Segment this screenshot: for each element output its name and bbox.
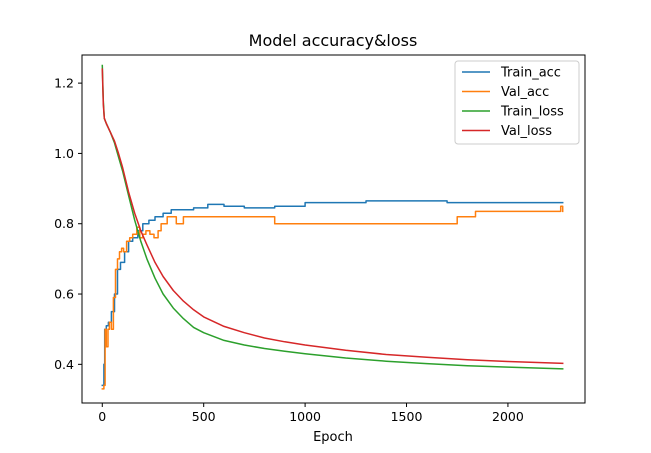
series-line-val-loss [101, 68, 564, 365]
x-tick-label: 2000 [492, 409, 524, 424]
x-tick-label: 1500 [391, 409, 423, 424]
series-line-val-acc [101, 205, 564, 390]
legend: Train_acc Val_acc Train_loss Val_loss [454, 60, 580, 145]
plot-area: 0 500 1000 1500 2000 0.4 0.6 0.8 1.0 1.2 [54, 54, 586, 424]
y-tick-label: 1.0 [54, 146, 74, 161]
y-tick-label: 0.6 [54, 287, 74, 302]
x-tick-label: 1000 [289, 409, 321, 424]
y-tick-label: 0.4 [54, 357, 74, 372]
x-tick-label: 0 [98, 409, 106, 424]
chart-title: Model accuracy&loss [249, 31, 418, 50]
series-line-train-acc [101, 200, 564, 387]
legend-label-train-acc: Train_acc [500, 66, 561, 81]
series-layer [101, 64, 564, 390]
y-axis-ticks: 0.4 0.6 0.8 1.0 1.2 [54, 76, 82, 372]
x-axis-label: Epoch [313, 430, 353, 445]
x-tick-label: 500 [192, 409, 216, 424]
axes-frame [81, 54, 586, 404]
x-axis-ticks: 0 500 1000 1500 2000 [98, 403, 524, 424]
legend-label-val-loss: Val_loss [501, 124, 552, 139]
legend-label-train-loss: Train_loss [500, 105, 564, 120]
y-tick-label: 1.2 [54, 76, 74, 91]
y-tick-label: 0.8 [54, 216, 74, 231]
legend-box [454, 60, 580, 145]
legend-label-val-acc: Val_acc [501, 85, 549, 100]
